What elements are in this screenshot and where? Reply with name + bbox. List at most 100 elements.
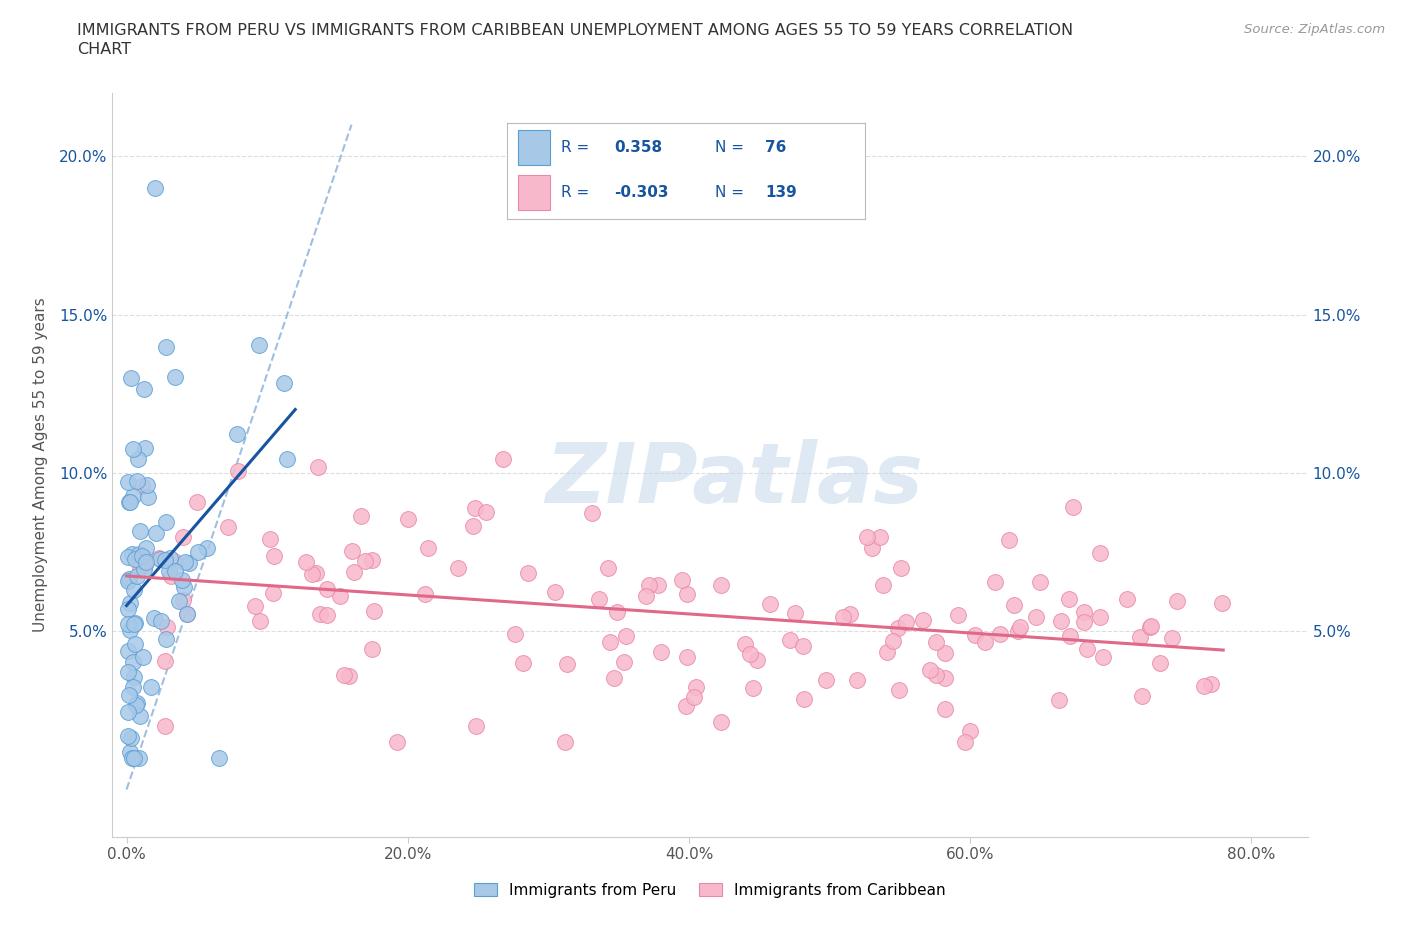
Point [1073,604,1095,619]
Point [135,478,157,493]
Point [475,504,498,519]
Point [447,561,470,576]
Point [464,719,486,734]
Point [122,751,145,765]
Point [889,682,911,697]
Point [117,474,139,489]
Point [779,632,801,647]
Point [118,622,141,637]
Point [924,635,946,650]
Point [492,452,515,467]
Point [710,578,733,592]
Point [120,596,142,611]
Point [461,518,484,533]
Point [343,565,366,579]
Point [307,459,329,474]
Point [974,634,997,649]
Point [1139,619,1161,634]
Point [1076,641,1098,656]
Point [121,488,143,503]
Point [329,589,352,604]
Point [675,698,697,713]
Point [263,549,285,564]
Point [121,680,143,695]
Point [117,665,139,680]
Point [125,473,148,488]
Point [173,580,195,595]
Point [124,583,146,598]
Point [176,606,198,621]
Point [918,662,941,677]
Point [309,606,332,621]
Point [276,451,298,466]
Point [860,540,883,555]
Point [135,540,157,555]
Point [1149,656,1171,671]
Point [153,552,176,567]
Point [912,613,935,628]
Point [685,680,707,695]
Point [1115,591,1137,606]
Point [117,705,139,720]
Point [1029,575,1052,590]
Point [876,644,898,659]
Point [117,550,139,565]
Point [1073,615,1095,630]
Point [249,614,271,629]
Point [554,735,576,750]
Point [129,548,152,563]
Point [132,561,155,576]
Point [305,566,328,581]
Point [316,607,339,622]
Point [741,680,763,695]
Point [1091,649,1114,664]
Point [832,609,855,624]
Point [1062,499,1084,514]
Point [163,565,186,579]
Point [887,620,910,635]
Point [128,709,150,724]
Text: Source: ZipAtlas.com: Source: ZipAtlas.com [1244,23,1385,36]
Point [603,671,626,685]
Point [118,687,141,702]
Point [195,540,218,555]
Point [217,519,239,534]
Point [710,714,733,729]
Point [894,615,917,630]
Point [890,560,912,575]
Point [135,554,157,569]
Point [131,479,153,494]
Point [599,634,621,649]
Point [963,628,986,643]
Point [1007,624,1029,639]
Point [159,551,181,565]
Point [118,494,141,509]
Point [120,370,142,385]
Point [153,718,176,733]
Point [1059,629,1081,644]
Point [1166,594,1188,609]
Point [155,631,177,646]
Point [1050,614,1073,629]
Point [588,591,610,606]
Point [245,599,267,614]
Point [262,585,284,600]
Point [998,533,1021,548]
Point [353,553,375,568]
Point [128,547,150,562]
Point [172,592,194,607]
Point [814,673,837,688]
Point [1211,596,1233,611]
Point [934,671,956,685]
Point [122,669,145,684]
Point [127,696,149,711]
Point [118,745,141,760]
Point [676,649,699,664]
Point [150,614,173,629]
Point [1161,631,1184,645]
Point [676,587,699,602]
Point [785,605,807,620]
Point [139,680,162,695]
Point [128,524,150,538]
Point [1090,546,1112,561]
